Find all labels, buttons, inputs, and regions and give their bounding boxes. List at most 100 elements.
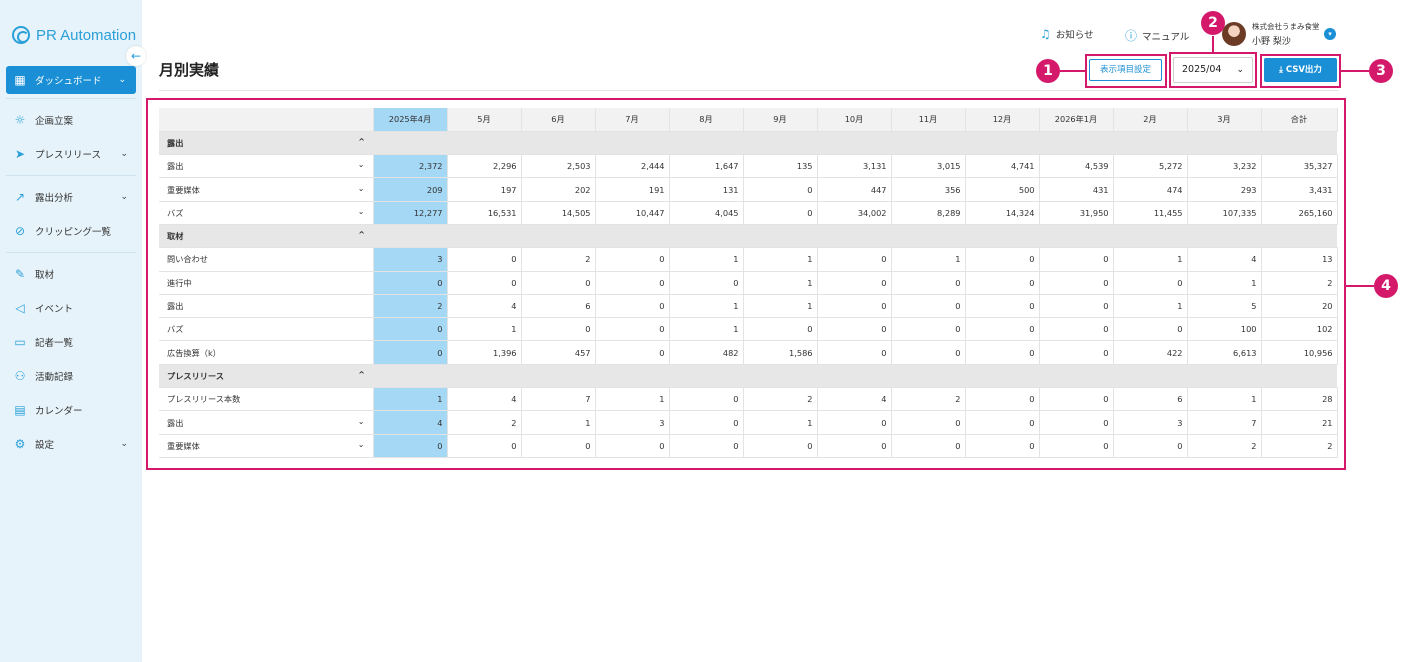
sidebar-item-clippings[interactable]: ⊘ クリッピング一覧 xyxy=(0,214,142,248)
section-fill xyxy=(373,224,1337,249)
sidebar-item-press-release[interactable]: ➤ プレスリリース ⌄ xyxy=(0,137,142,171)
chevron-down-icon[interactable]: ⌄ xyxy=(357,206,365,216)
app-logo[interactable]: PR Automation xyxy=(12,26,136,44)
chevron-down-icon: ⌄ xyxy=(118,75,126,85)
row-label: プレスリリース本数 xyxy=(159,387,374,412)
chevron-down-icon: ⌄ xyxy=(120,439,128,449)
table-cell: 2 xyxy=(373,294,448,319)
month-select-value: 2025/04 xyxy=(1182,64,1222,75)
csv-export-button[interactable]: ⤓ CSV出力 xyxy=(1264,58,1337,82)
column-header: 12月 xyxy=(965,108,1040,132)
sidebar-item-dashboard[interactable]: ▦ ダッシュボード ⌄ xyxy=(6,66,136,94)
sidebar-item-settings[interactable]: ⚙ 設定 ⌄ xyxy=(0,427,142,461)
table-cell: 4,045 xyxy=(669,201,744,225)
table-cell: 0 xyxy=(743,177,818,202)
sidebar-collapse-button[interactable]: ← xyxy=(126,46,146,66)
table-cell: 0 xyxy=(891,340,966,365)
row-label[interactable]: 露出 ⌄ xyxy=(159,410,374,435)
sidebar-item-events[interactable]: ◁ イベント xyxy=(0,291,142,325)
table-cell: 2 xyxy=(1261,434,1338,458)
table-cell: 293 xyxy=(1187,177,1262,202)
table-cell: 0 xyxy=(595,294,670,319)
table-cell: 0 xyxy=(447,247,522,272)
section-label[interactable]: 取材 ^ xyxy=(159,224,373,249)
table-cell: 3 xyxy=(1113,410,1188,435)
table-cell: 28 xyxy=(1261,387,1338,412)
sidebar-item-activity-log[interactable]: ⚇ 活動記録 xyxy=(0,359,142,393)
manual-link[interactable]: ⓘ マニュアル xyxy=(1125,27,1189,44)
table-cell: 0 xyxy=(521,271,596,295)
table-cell: 6,613 xyxy=(1187,340,1262,365)
table-row: バズ 0 1 0 0 1 0 0 0 0 0 0 100 102 xyxy=(159,317,1338,342)
table-cell: 2,296 xyxy=(447,154,522,179)
table-cell: 11,455 xyxy=(1113,201,1188,225)
table-cell: 14,324 xyxy=(965,201,1040,225)
table-row: 重要媒体 ⌄ 209 197 202 191 131 0 447 356 500 431 474 293 3… xyxy=(159,177,1338,202)
row-label[interactable]: バズ ⌄ xyxy=(159,201,374,225)
table-cell: 0 xyxy=(595,434,670,458)
csv-export-label: CSV出力 xyxy=(1285,65,1322,75)
avatar[interactable] xyxy=(1222,22,1246,46)
notifications-link[interactable]: ♫ お知らせ xyxy=(1040,27,1094,41)
chevron-down-icon[interactable]: ⌄ xyxy=(357,439,365,449)
table-cell: 191 xyxy=(595,177,670,202)
sidebar-item-label: ダッシュボード xyxy=(35,76,102,87)
row-label[interactable]: 重要媒体 ⌄ xyxy=(159,177,374,202)
column-header: 9月 xyxy=(743,108,818,132)
table-cell: 2 xyxy=(1187,434,1262,458)
arrow-left-icon: ← xyxy=(130,49,142,63)
row-label[interactable]: 露出 ⌄ xyxy=(159,154,374,179)
table-cell: 0 xyxy=(521,434,596,458)
table-cell: 0 xyxy=(891,410,966,435)
chevron-down-icon[interactable]: ⌄ xyxy=(357,160,365,170)
chevron-down-icon[interactable]: ⌄ xyxy=(357,183,365,193)
table-cell: 1 xyxy=(1187,387,1262,412)
callout-box-1 xyxy=(1085,54,1167,88)
table-cell: 0 xyxy=(817,247,892,272)
row-label[interactable]: 重要媒体 ⌄ xyxy=(159,434,374,458)
row-label: バズ xyxy=(159,317,374,342)
table-cell: 4 xyxy=(447,387,522,412)
sidebar-item-planning[interactable]: ☼ 企画立案 xyxy=(0,103,142,137)
table-cell: 0 xyxy=(965,387,1040,412)
chevron-down-icon[interactable]: ⌄ xyxy=(357,416,365,426)
help-circle-icon: ⓘ xyxy=(1125,29,1138,43)
display-settings-button[interactable]: 表示項目設定 xyxy=(1089,59,1162,81)
chevron-up-icon[interactable]: ^ xyxy=(358,136,365,146)
paperclip-icon: ⊘ xyxy=(14,224,26,238)
row-label: 広告換算（k） xyxy=(159,340,374,365)
table-cell: 0 xyxy=(373,434,448,458)
section-label[interactable]: プレスリリース ^ xyxy=(159,364,373,389)
table-cell: 4 xyxy=(1187,247,1262,272)
sidebar-item-exposure-analysis[interactable]: ↗ 露出分析 ⌄ xyxy=(0,180,142,214)
table-cell: 3,431 xyxy=(1261,177,1338,202)
sidebar-item-reporters[interactable]: ▭ 記者一覧 xyxy=(0,325,142,359)
table-cell: 0 xyxy=(1039,387,1114,412)
row-label-text: 重要媒体 xyxy=(167,440,200,451)
table-cell: 0 xyxy=(447,434,522,458)
table-cell: 3,131 xyxy=(817,154,892,179)
table-header-row: 2025年4月 5月 6月 7月 8月 9月 10月 11月 12月 2026年1月 2月 3月 合計 xyxy=(159,108,1338,132)
table-cell: 34,002 xyxy=(817,201,892,225)
table-cell: 0 xyxy=(965,271,1040,295)
chevron-up-icon[interactable]: ^ xyxy=(358,369,365,379)
section-label-text: 取材 xyxy=(167,231,184,242)
sidebar-item-label: 企画立案 xyxy=(35,116,74,127)
table-cell: 265,160 xyxy=(1261,201,1338,225)
table-cell: 0 xyxy=(595,247,670,272)
table-cell: 0 xyxy=(669,387,744,412)
table-cell: 2 xyxy=(447,410,522,435)
callout-line-1 xyxy=(1060,70,1085,72)
sidebar-item-calendar[interactable]: ▤ カレンダー xyxy=(0,393,142,427)
table-cell: 1 xyxy=(669,247,744,272)
table-cell: 0 xyxy=(595,340,670,365)
month-select[interactable]: 2025/04 ⌄ xyxy=(1173,57,1253,83)
user-menu-toggle[interactable]: ▾ xyxy=(1324,28,1336,40)
table-cell: 482 xyxy=(669,340,744,365)
row-label-text: バズ xyxy=(167,207,184,218)
sidebar-item-coverage[interactable]: ✎ 取材 xyxy=(0,257,142,291)
section-label[interactable]: 露出 ^ xyxy=(159,131,373,156)
download-icon: ⤓ xyxy=(1279,65,1283,75)
chevron-up-icon[interactable]: ^ xyxy=(358,230,365,240)
